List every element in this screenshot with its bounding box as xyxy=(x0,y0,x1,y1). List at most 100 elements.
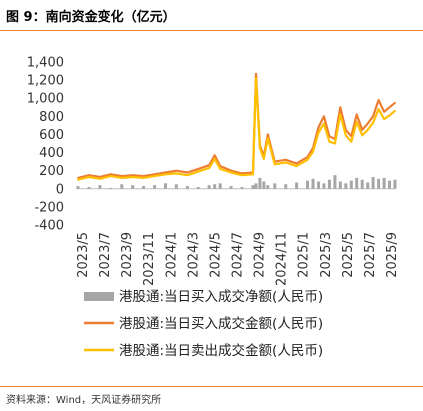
sell-amount-point xyxy=(366,129,369,131)
buy-amount-point xyxy=(372,115,374,118)
net-bar xyxy=(382,177,386,189)
net-bar xyxy=(360,179,364,189)
buy-amount-point xyxy=(295,162,298,165)
net-bar xyxy=(273,183,277,189)
y-tick-label: 200 xyxy=(39,164,64,179)
buy-amount-point xyxy=(394,101,396,104)
y-axis: 1,400 1,200 1,000 800 600 400 200 0 -200 -400 xyxy=(27,56,395,234)
buy-amount-point xyxy=(241,172,243,175)
sell-amount-point xyxy=(241,174,243,177)
buy-amount-point xyxy=(339,106,342,109)
net-bar xyxy=(306,180,310,189)
legend-label: 港股通:当日卖出成交金额(人民币) xyxy=(119,342,323,359)
net-bar xyxy=(185,186,189,189)
net-bar xyxy=(87,186,91,189)
buy-amount-point xyxy=(153,173,156,176)
sell-amount-point xyxy=(131,176,134,178)
net-bar xyxy=(109,187,113,189)
net-bar xyxy=(120,184,124,189)
buy-amount-point xyxy=(109,173,112,176)
net-bar xyxy=(207,185,211,189)
legend: 港股通:当日买入成交净额(人民币) 港股通:当日买入成交金额(人民币) 港股通:当日… xyxy=(84,288,323,359)
net-bar xyxy=(76,186,80,189)
net-bar xyxy=(371,177,375,189)
net-bar xyxy=(327,179,331,189)
sell-amount-point xyxy=(361,134,364,137)
sell-amount-line xyxy=(77,77,396,181)
source-note: 资料来源：Wind，天风证券研究所 xyxy=(6,395,162,406)
sell-amount-point xyxy=(350,140,353,143)
sell-amount-point xyxy=(383,118,386,120)
x-tick-label: 2024/3 xyxy=(186,232,201,278)
buy-amount-point xyxy=(366,122,369,125)
buy-amount-point xyxy=(120,175,123,178)
buy-amount-line xyxy=(77,72,396,179)
y-tick-label: 400 xyxy=(39,146,64,161)
buy-amount-point xyxy=(186,171,189,174)
y-tick-label: 600 xyxy=(39,128,64,143)
buy-amount-point xyxy=(355,113,358,116)
net-bar xyxy=(344,183,348,189)
chart: 1,400 1,200 1,000 800 600 400 200 0 -200 -400 202… xyxy=(27,56,400,360)
sell-amount-point xyxy=(109,175,112,178)
buy-amount-point xyxy=(197,167,200,170)
sell-amount-point xyxy=(306,158,309,161)
sell-amount-point xyxy=(328,140,331,143)
x-axis: 2023/5 2023/7 2023/9 2023/11 2024/1 2024/3 202… xyxy=(76,232,400,286)
sell-amount-point xyxy=(208,167,211,169)
net-bar xyxy=(254,183,258,189)
sell-amount-point xyxy=(312,150,314,153)
sell-amount-point xyxy=(334,142,336,145)
net-bar xyxy=(142,186,146,189)
net-bar xyxy=(333,175,337,189)
buy-amount-point xyxy=(142,175,145,178)
net-bar xyxy=(131,185,135,189)
x-tick-label: 2025/9 xyxy=(385,232,400,278)
buy-amount-point xyxy=(255,72,257,75)
sell-amount-point xyxy=(219,167,222,170)
net-bar xyxy=(349,180,353,189)
sell-amount-point xyxy=(388,114,391,117)
net-bars xyxy=(76,175,397,189)
net-bar xyxy=(295,182,299,189)
net-bar xyxy=(218,183,222,189)
sell-amount-point xyxy=(99,177,101,180)
buy-amount-point xyxy=(284,158,287,161)
sell-amount-point xyxy=(77,178,79,181)
net-bar xyxy=(266,185,270,189)
sell-amount-point xyxy=(273,163,276,166)
sell-amount-point xyxy=(255,77,257,80)
y-tick-label: 800 xyxy=(39,110,64,125)
net-bar xyxy=(98,185,102,189)
x-tick-label: 2025/7 xyxy=(363,232,378,278)
sell-amount-point xyxy=(142,177,145,179)
x-tick-label: 2025/1 xyxy=(297,232,312,278)
net-bar xyxy=(311,178,315,189)
net-bar xyxy=(240,186,244,189)
buy-amount-point xyxy=(388,106,391,109)
buy-amount-point xyxy=(213,154,216,157)
x-tick-label: 2025/3 xyxy=(319,232,334,278)
x-tick-label: 2025/5 xyxy=(341,232,356,278)
net-bar xyxy=(174,184,178,189)
buy-amount-point xyxy=(230,169,232,172)
sell-amount-point xyxy=(323,122,325,125)
sell-amount-point xyxy=(266,137,269,139)
page-title: 图 9：南向资金变化（亿元） xyxy=(6,10,176,25)
y-tick-label: 1,000 xyxy=(27,92,64,107)
line-series xyxy=(77,72,396,181)
sell-amount-point xyxy=(377,108,380,110)
sell-amount-point xyxy=(175,172,178,175)
sell-amount-point xyxy=(394,110,396,112)
x-tick-label: 2023/7 xyxy=(98,232,113,278)
title-divider xyxy=(0,30,423,31)
buy-amount-point xyxy=(88,174,90,177)
x-tick-label: 2024/1 xyxy=(164,232,179,278)
buy-amount-point xyxy=(164,171,167,174)
legend-label: 港股通:当日买入成交金额(人民币) xyxy=(119,315,323,332)
buy-amount-point xyxy=(131,174,134,177)
net-bar xyxy=(284,184,288,189)
net-bar xyxy=(338,181,342,189)
x-tick-label: 2024/7 xyxy=(231,232,246,278)
net-bar xyxy=(196,186,200,189)
